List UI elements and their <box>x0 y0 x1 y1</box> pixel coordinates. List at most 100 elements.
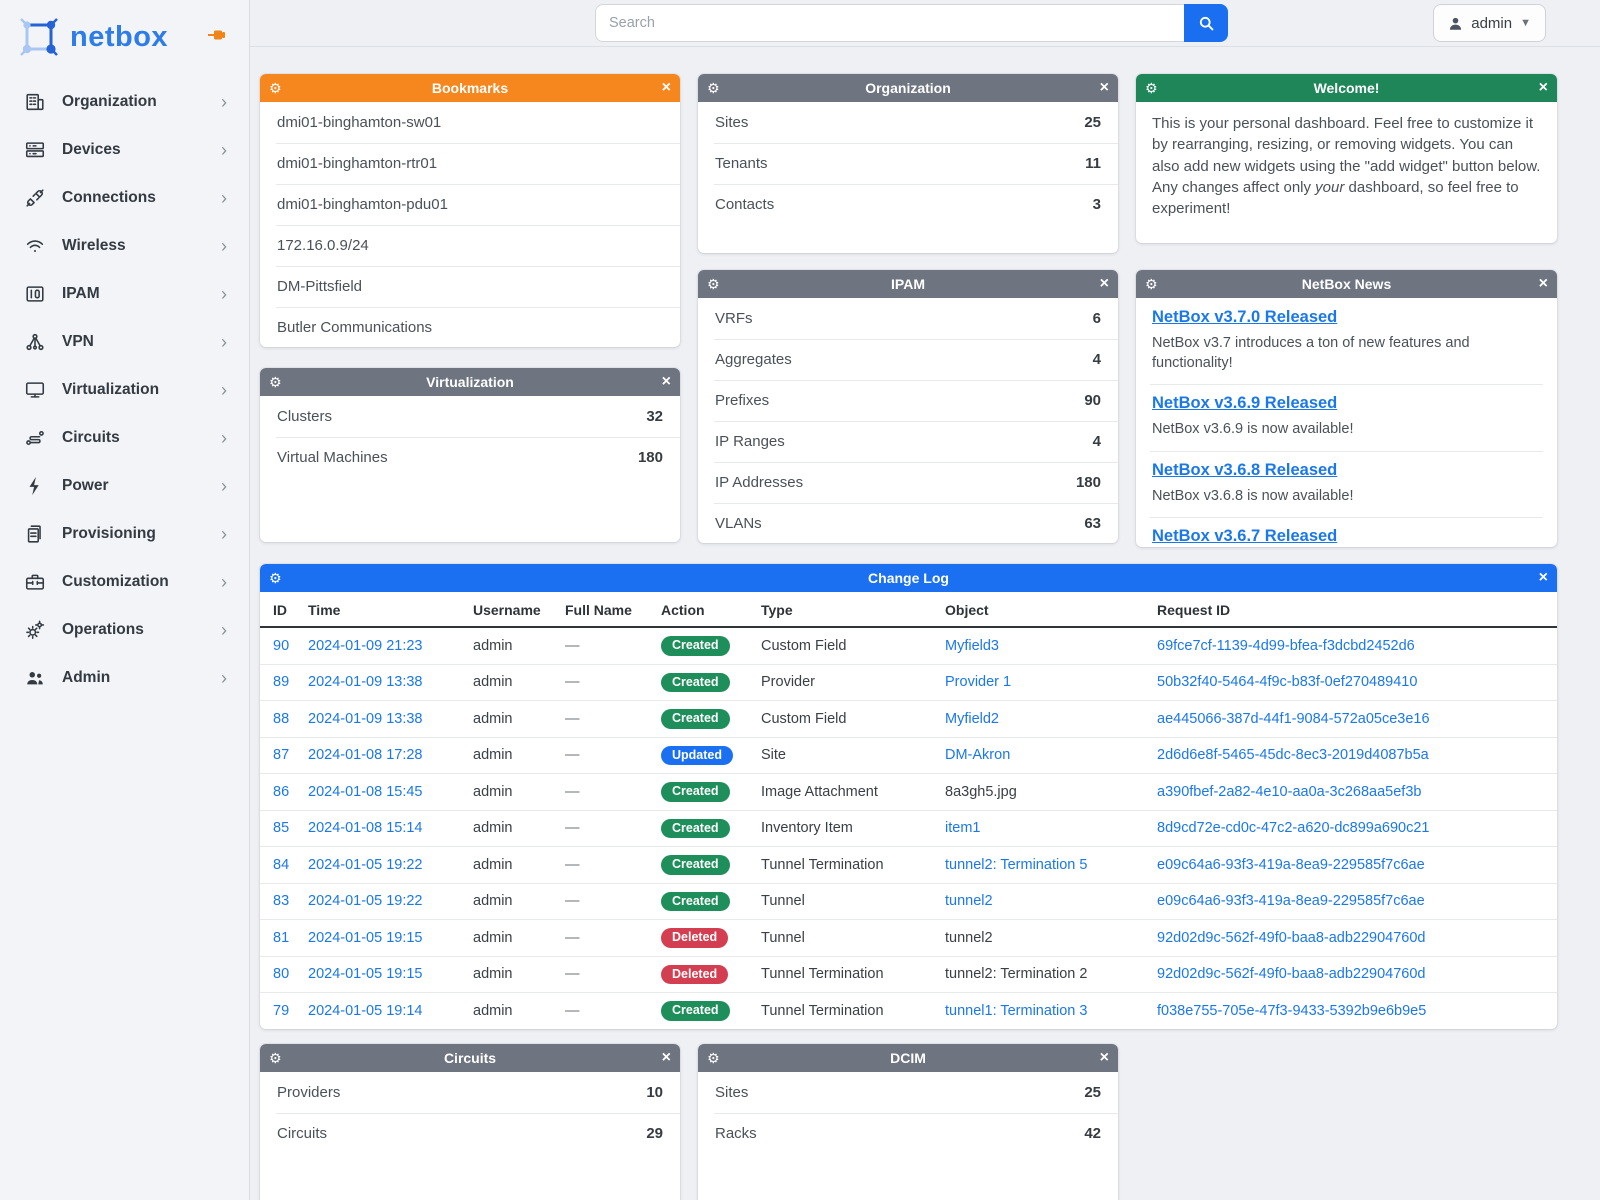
news-headline-link[interactable]: NetBox v3.6.7 Released <box>1152 527 1338 546</box>
widget-close-icon[interactable]: × <box>1099 275 1109 292</box>
change-request-id-link[interactable]: 92d02d9c-562f-49f0-baa8-adb22904760d <box>1157 966 1426 983</box>
change-time-link[interactable]: 2024-01-09 13:38 <box>308 710 423 727</box>
bookmarks-widget-header: ⚙ Bookmarks × <box>260 74 680 102</box>
widget-close-icon[interactable]: × <box>661 79 671 96</box>
sidebar-item-admin[interactable]: Admin › <box>0 654 249 702</box>
change-id-link[interactable]: 84 <box>273 856 290 873</box>
change-id-link[interactable]: 88 <box>273 710 290 727</box>
change-object-link[interactable]: Myfield2 <box>945 710 999 727</box>
change-request-id-link[interactable]: e09c64a6-93f3-419a-8ea9-229585f7c6ae <box>1157 856 1425 873</box>
search-input[interactable] <box>595 4 1184 42</box>
change-time-link[interactable]: 2024-01-08 15:14 <box>308 820 423 837</box>
bookmark-item[interactable]: DM-Pittsfield <box>260 266 680 307</box>
change-id-link[interactable]: 85 <box>273 820 290 837</box>
change-time-link[interactable]: 2024-01-05 19:22 <box>308 893 423 910</box>
widget-config-gear-icon[interactable]: ⚙ <box>269 570 282 586</box>
sidebar-item-operations[interactable]: Operations › <box>0 606 249 654</box>
sidebar-item-provisioning[interactable]: Provisioning › <box>0 510 249 558</box>
change-object-link[interactable]: tunnel1: Termination 3 <box>945 1002 1088 1019</box>
change-request-id-link[interactable]: 2d6d6e8f-5465-45dc-8ec3-2019d4087b5a <box>1157 747 1429 764</box>
widget-close-icon[interactable]: × <box>1538 275 1548 292</box>
change-request-id-link[interactable]: 8d9cd72e-cd0c-47c2-a620-dc899a690c21 <box>1157 820 1430 837</box>
bookmark-item[interactable]: dmi01-binghamton-sw01 <box>277 114 442 131</box>
change-id-link[interactable]: 89 <box>273 674 290 691</box>
netbox-logo-icon[interactable] <box>16 14 62 60</box>
news-summary: NetBox v3.6.8 is now available! <box>1152 487 1354 504</box>
sidebar-item-customization[interactable]: Customization › <box>0 558 249 606</box>
change-id-link[interactable]: 80 <box>273 966 290 983</box>
change-id-link[interactable]: 86 <box>273 783 290 800</box>
sidebar-item-label: IPAM <box>62 285 100 302</box>
widget-close-icon[interactable]: × <box>661 373 671 390</box>
widget-config-gear-icon[interactable]: ⚙ <box>707 80 720 96</box>
action-badge: Updated <box>661 745 733 765</box>
brand-name[interactable]: netbox <box>70 20 169 53</box>
change-id-link[interactable]: 83 <box>273 893 290 910</box>
news-headline-link[interactable]: NetBox v3.6.9 Released <box>1152 394 1338 413</box>
change-request-id-link[interactable]: f038e755-705e-47f3-9433-5392b9e6b9e5 <box>1157 1002 1427 1019</box>
change-request-id-link[interactable]: 50b32f40-5464-4f9c-b83f-0ef270489410 <box>1157 674 1418 691</box>
change-request-id-link[interactable]: ae445066-387d-44f1-9084-572a05ce3e16 <box>1157 710 1430 727</box>
sidebar-pin-icon[interactable] <box>203 24 231 51</box>
widget-config-gear-icon[interactable]: ⚙ <box>269 374 282 390</box>
sidebar-item-ipam[interactable]: IPAM › <box>0 270 249 318</box>
sidebar-item-label: Power <box>62 477 109 494</box>
stat-row: Aggregates 4 <box>698 339 1118 380</box>
change-time-link[interactable]: 2024-01-09 21:23 <box>308 637 423 654</box>
widget-close-icon[interactable]: × <box>661 1048 671 1066</box>
bookmark-item[interactable]: Butler Communications <box>260 307 680 347</box>
change-time-link[interactable]: 2024-01-08 15:45 <box>308 783 423 800</box>
change-object-link[interactable]: tunnel2: Termination 5 <box>945 856 1088 873</box>
change-log-row: 83 2024-01-05 19:22 admin — Created Tunn… <box>260 883 1557 920</box>
sidebar-item-devices[interactable]: Devices › <box>0 126 249 174</box>
change-object-link[interactable]: DM-Akron <box>945 747 1011 764</box>
bookmark-item[interactable]: dmi01-binghamton-pdu01 <box>260 184 680 225</box>
widget-close-icon[interactable]: × <box>1538 569 1548 586</box>
change-id-link[interactable]: 79 <box>273 1002 290 1019</box>
widget-config-gear-icon[interactable]: ⚙ <box>269 80 282 96</box>
sidebar-item-connections[interactable]: Connections › <box>0 174 249 222</box>
stat-value: 4 <box>1092 351 1101 368</box>
change-time-link[interactable]: 2024-01-09 13:38 <box>308 674 423 691</box>
sidebar-item-vpn[interactable]: VPN › <box>0 318 249 366</box>
user-menu-button[interactable]: admin ▼ <box>1433 4 1546 42</box>
change-request-id-link[interactable]: a390fbef-2a82-4e10-aa0a-3c268aa5ef3b <box>1157 783 1422 800</box>
change-id-link[interactable]: 90 <box>273 637 290 654</box>
bookmark-item[interactable]: dmi01-binghamton-rtr01 <box>260 143 680 184</box>
change-time-link[interactable]: 2024-01-05 19:15 <box>308 966 423 983</box>
chevron-right-icon: › <box>221 428 227 448</box>
sidebar-item-wireless[interactable]: Wireless › <box>0 222 249 270</box>
change-log-widget-header: ⚙ Change Log × <box>260 564 1557 592</box>
bookmark-item[interactable]: 172.16.0.9/24 <box>260 225 680 266</box>
change-time-link[interactable]: 2024-01-05 19:14 <box>308 1002 423 1019</box>
change-object-link[interactable]: Myfield3 <box>945 637 999 654</box>
sidebar-item-circuits[interactable]: Circuits › <box>0 414 249 462</box>
change-object-link[interactable]: item1 <box>945 820 981 837</box>
change-time-link[interactable]: 2024-01-05 19:15 <box>308 929 423 946</box>
sidebar-item-power[interactable]: Power › <box>0 462 249 510</box>
widget-close-icon[interactable]: × <box>1099 79 1109 96</box>
change-object-link[interactable]: Provider 1 <box>945 674 1012 691</box>
change-id-link[interactable]: 81 <box>273 929 290 946</box>
news-headline-link[interactable]: NetBox v3.7.0 Released <box>1152 308 1338 326</box>
widget-config-gear-icon[interactable]: ⚙ <box>1145 276 1158 292</box>
widget-close-icon[interactable]: × <box>1538 79 1548 96</box>
change-id-link[interactable]: 87 <box>273 747 290 764</box>
widget-config-gear-icon[interactable]: ⚙ <box>1145 80 1158 96</box>
search-button[interactable] <box>1184 4 1228 42</box>
news-headline-link[interactable]: NetBox v3.6.8 Released <box>1152 460 1338 479</box>
change-time-link[interactable]: 2024-01-08 17:28 <box>308 747 423 764</box>
change-request-id-link[interactable]: e09c64a6-93f3-419a-8ea9-229585f7c6ae <box>1157 893 1425 910</box>
widget-config-gear-icon[interactable]: ⚙ <box>707 276 720 292</box>
change-time-link[interactable]: 2024-01-05 19:22 <box>308 856 423 873</box>
widget-config-gear-icon[interactable]: ⚙ <box>269 1049 282 1066</box>
sidebar-item-virtualization[interactable]: Virtualization › <box>0 366 249 414</box>
change-request-id-link[interactable]: 69fce7cf-1139-4d99-bfea-f3dcbd2452d6 <box>1157 637 1415 654</box>
change-request-id-link[interactable]: 92d02d9c-562f-49f0-baa8-adb22904760d <box>1157 929 1426 946</box>
dcim-widget: ⚙ DCIM × Sites 25 Racks 42 <box>698 1043 1118 1200</box>
sidebar-item-organization[interactable]: Organization › <box>0 78 249 126</box>
chevron-right-icon: › <box>221 524 227 544</box>
widget-config-gear-icon[interactable]: ⚙ <box>707 1049 720 1066</box>
widget-close-icon[interactable]: × <box>1099 1048 1109 1066</box>
change-object-link[interactable]: tunnel2 <box>945 893 993 910</box>
